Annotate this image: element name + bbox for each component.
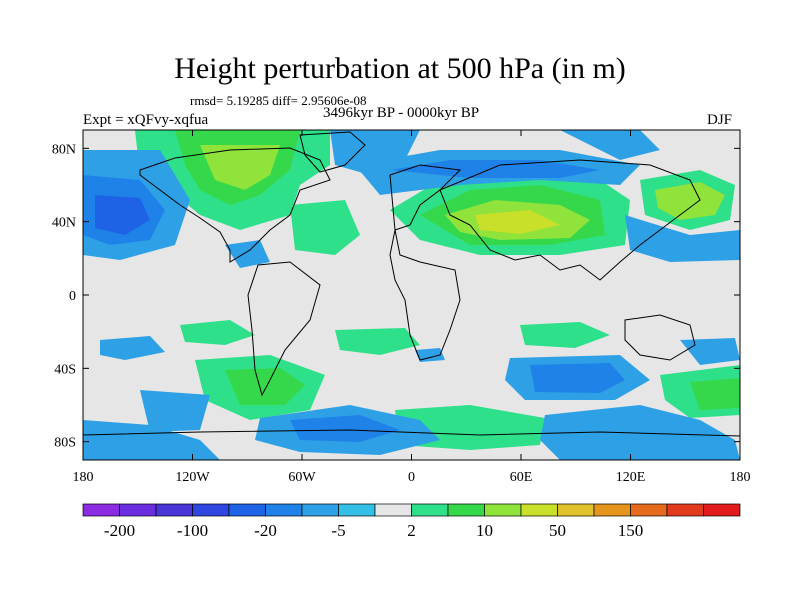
x-tick-label: 180 (73, 470, 94, 485)
x-tick-label: 0 (408, 470, 415, 485)
colorbar-label: 2 (407, 521, 416, 540)
stats-readout: rmsd= 5.19285 diff= 2.95606e-08 (190, 93, 367, 108)
neg-region-southern-ocean-core (290, 415, 400, 442)
coastlines (83, 131, 740, 437)
x-axis: 180 120W 60W 0 60E 120E 180 (73, 130, 751, 485)
colorbar-swatch (703, 503, 741, 517)
y-tick-label: 40S (54, 362, 76, 377)
colorbar-swatch (119, 503, 157, 517)
neg-region-asia-pacific (625, 215, 740, 262)
plot-title: Height perturbation at 500 hPa (in m) (174, 52, 626, 85)
australia-outline (624, 314, 696, 361)
colorbar-swatch (484, 503, 522, 517)
y-tick-label: 40N (52, 216, 76, 231)
pos-region-eurasia-core (475, 210, 560, 234)
colorbar-swatch (447, 503, 485, 517)
pos-region-south-pacific-core (225, 368, 305, 405)
colorbar-swatch (301, 503, 339, 517)
colorbar-swatch (192, 503, 230, 517)
contour-field (83, 130, 740, 460)
south-america-outline (247, 261, 321, 397)
colorbar-swatch (228, 503, 266, 517)
neg-region-antarctic-east (540, 405, 740, 460)
pos-region-south-africa (335, 328, 420, 355)
y-tick-label: 0 (69, 289, 76, 304)
neg-region-south-pacific-e (140, 390, 210, 432)
colorbar: -200 -100 -20 -5 2 10 50 150 (82, 503, 741, 540)
colorbar-swatch (593, 503, 631, 517)
colorbar-label: 50 (549, 521, 566, 540)
colorbar-label: -20 (254, 521, 277, 540)
neg-region-south-pacific-mid (415, 348, 445, 362)
greenland-outline (299, 131, 366, 173)
pos-region-south-atlantic (180, 320, 255, 345)
asia-outline (439, 159, 701, 281)
colorbar-swatch (630, 503, 668, 517)
pos-region-indian-ocean (520, 322, 610, 348)
colorbar-swatch (338, 503, 376, 517)
pos-region-atlantic (290, 200, 360, 255)
neg-region-north-atlantic (330, 130, 420, 175)
colorbar-label: 150 (618, 521, 644, 540)
colorbar-swatch (520, 503, 558, 517)
antarctica-outline (83, 429, 740, 437)
colorbar-label: -100 (177, 521, 208, 540)
x-tick-label: 120W (175, 470, 210, 485)
x-tick-label: 60E (510, 470, 533, 485)
pos-region-far-southeast-core (690, 378, 740, 410)
colorbar-swatch (265, 503, 303, 517)
y-axis: 80N 40N 0 40S 80S (52, 142, 740, 451)
neg-region-pacific-mid (225, 240, 270, 268)
neg-region-south-pacific-w (100, 336, 165, 360)
x-tick-label: 120E (616, 470, 646, 485)
season-label: DJF (707, 112, 733, 128)
colorbar-swatch (666, 503, 704, 517)
period-label: 3496kyr BP - 0000kyr BP (323, 105, 480, 121)
x-tick-label: 180 (730, 470, 751, 485)
pos-region-pacific-ne-core (655, 182, 725, 220)
y-tick-label: 80N (52, 142, 76, 157)
colorbar-label: -5 (331, 521, 345, 540)
colorbar-label: 10 (476, 521, 493, 540)
neg-region-siberia-mid (390, 160, 600, 178)
neg-region-north-atlantic-east (560, 130, 660, 160)
colorbar-swatch (557, 503, 595, 517)
north-america-outline (139, 147, 331, 263)
neg-region-south-indian-core (530, 363, 625, 393)
experiment-label: Expt = xQFvy-xqfua (83, 112, 209, 128)
x-tick-label: 60W (288, 470, 316, 485)
colorbar-swatch (82, 503, 120, 517)
colorbar-swatch (411, 503, 449, 517)
y-tick-label: 80S (54, 436, 76, 451)
colorbar-swatch (155, 503, 193, 517)
colorbar-swatch (374, 503, 412, 517)
europe-africa-outline (389, 164, 462, 361)
neg-region-antarctic-west (83, 420, 220, 460)
pos-region-north-america-peak (200, 145, 280, 190)
neg-region-north-pacific-core (95, 195, 150, 235)
colorbar-label: -200 (104, 521, 135, 540)
